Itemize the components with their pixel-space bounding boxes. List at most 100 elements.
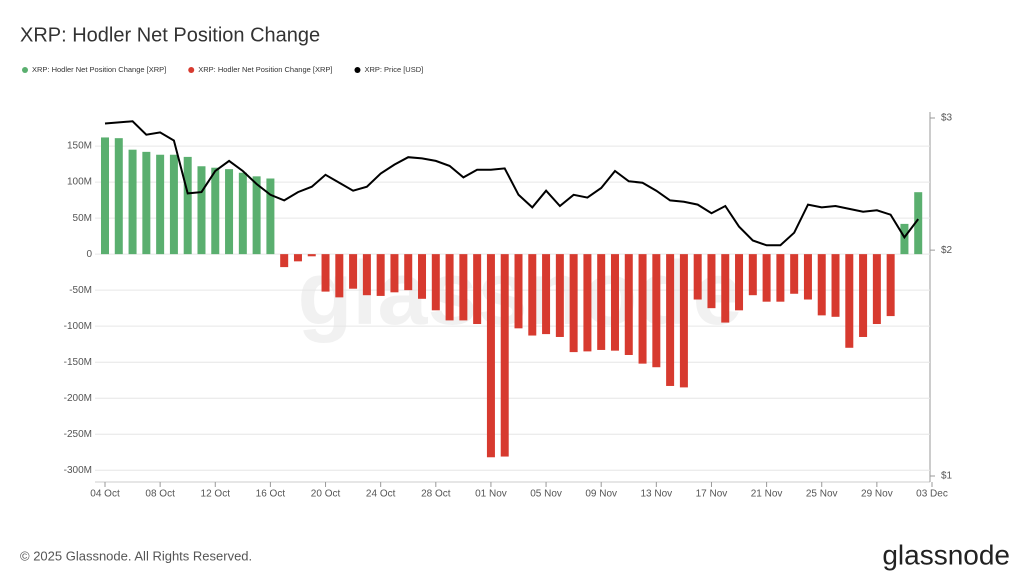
bar	[404, 254, 413, 291]
bar	[707, 254, 716, 309]
bar	[693, 254, 702, 300]
bar	[197, 166, 206, 255]
bar	[831, 254, 840, 317]
bar	[280, 254, 289, 268]
bar	[307, 254, 316, 257]
bar	[569, 254, 578, 353]
bar	[817, 254, 826, 316]
legend-label: XRP: Price [USD]	[364, 65, 423, 74]
bar	[211, 167, 220, 255]
x-tick-label: 17 Nov	[696, 489, 728, 500]
bar	[886, 254, 895, 317]
x-tick-label: 16 Oct	[256, 489, 286, 500]
bar	[790, 254, 799, 294]
bar	[666, 254, 675, 386]
y2-tick-label: $3	[941, 113, 953, 124]
x-tick-label: 21 Nov	[751, 489, 783, 500]
y-tick-label: -200M	[64, 393, 92, 404]
bar	[293, 254, 302, 262]
bar	[349, 254, 358, 289]
x-tick-label: 20 Oct	[311, 489, 341, 500]
bar	[859, 254, 868, 337]
legend-label: XRP: Hodler Net Position Change [XRP]	[32, 65, 166, 74]
y-tick-label: 0	[86, 249, 92, 260]
bar	[528, 254, 537, 336]
bar	[142, 151, 151, 255]
bar	[156, 154, 165, 255]
x-tick-label: 08 Oct	[145, 489, 175, 500]
bar	[459, 254, 468, 321]
y-tick-label: -150M	[64, 357, 92, 368]
bar	[638, 254, 647, 364]
x-tick-label: 04 Oct	[90, 489, 120, 500]
legend-label: XRP: Hodler Net Position Change [XRP]	[198, 65, 332, 74]
bar	[238, 172, 247, 255]
legend-marker	[22, 67, 28, 73]
bar	[762, 254, 771, 302]
bar	[914, 192, 923, 255]
bar	[500, 254, 509, 457]
bar	[583, 254, 592, 352]
bar	[101, 137, 109, 255]
bar	[321, 254, 330, 292]
x-tick-label: 01 Nov	[475, 489, 507, 500]
x-tick-label: 13 Nov	[640, 489, 672, 500]
x-tick-label: 29 Nov	[861, 489, 893, 500]
bar	[555, 254, 564, 337]
bar	[128, 149, 137, 255]
y-tick-label: 50M	[73, 213, 92, 224]
y-tick-label: 100M	[67, 177, 92, 188]
bar	[252, 176, 261, 255]
y-tick-label: 150M	[67, 141, 92, 152]
bar	[735, 254, 744, 311]
y-tick-label: -100M	[64, 321, 92, 332]
x-tick-label: 03 Dec	[916, 489, 948, 500]
price-line	[104, 120, 919, 247]
bar	[872, 254, 881, 325]
bar	[679, 254, 688, 388]
bar	[335, 254, 344, 298]
legend-marker	[354, 67, 361, 73]
y-tick-label: -300M	[64, 465, 92, 476]
bar	[845, 254, 854, 348]
y2-tick-label: $2	[941, 245, 953, 256]
x-tick-label: 25 Nov	[806, 489, 838, 500]
bar	[514, 254, 523, 329]
bar	[610, 254, 619, 351]
bar	[362, 254, 371, 296]
chart-title: XRP: Hodler Net Position Change	[20, 24, 320, 46]
legend-marker	[188, 67, 195, 73]
bar	[624, 254, 633, 355]
bar	[748, 254, 757, 296]
x-tick-label: 12 Oct	[201, 489, 231, 500]
bar	[169, 154, 178, 255]
bar	[486, 254, 495, 458]
bar	[542, 254, 551, 335]
copyright: © 2025 Glassnode. All Rights Reserved.	[20, 548, 252, 563]
x-tick-label: 28 Oct	[421, 489, 451, 500]
bar	[597, 254, 606, 350]
bar	[266, 178, 275, 255]
bar	[776, 254, 785, 302]
bar	[376, 254, 385, 296]
bar	[114, 138, 123, 255]
bar	[445, 254, 454, 321]
bar	[652, 254, 661, 368]
y-tick-label: -250M	[64, 429, 92, 440]
bar	[183, 156, 192, 255]
y2-tick-label: $1	[941, 471, 953, 482]
brand-logo: glassnode	[882, 539, 1010, 570]
bar	[721, 254, 730, 323]
bar	[225, 169, 234, 255]
bar	[803, 254, 812, 300]
x-tick-label: 24 Oct	[366, 489, 396, 500]
bar	[431, 254, 440, 311]
bar	[390, 254, 399, 293]
bar	[900, 223, 909, 255]
y-tick-label: -50M	[69, 285, 92, 296]
bar	[418, 254, 427, 299]
x-tick-label: 05 Nov	[530, 489, 562, 500]
bar	[473, 254, 482, 325]
